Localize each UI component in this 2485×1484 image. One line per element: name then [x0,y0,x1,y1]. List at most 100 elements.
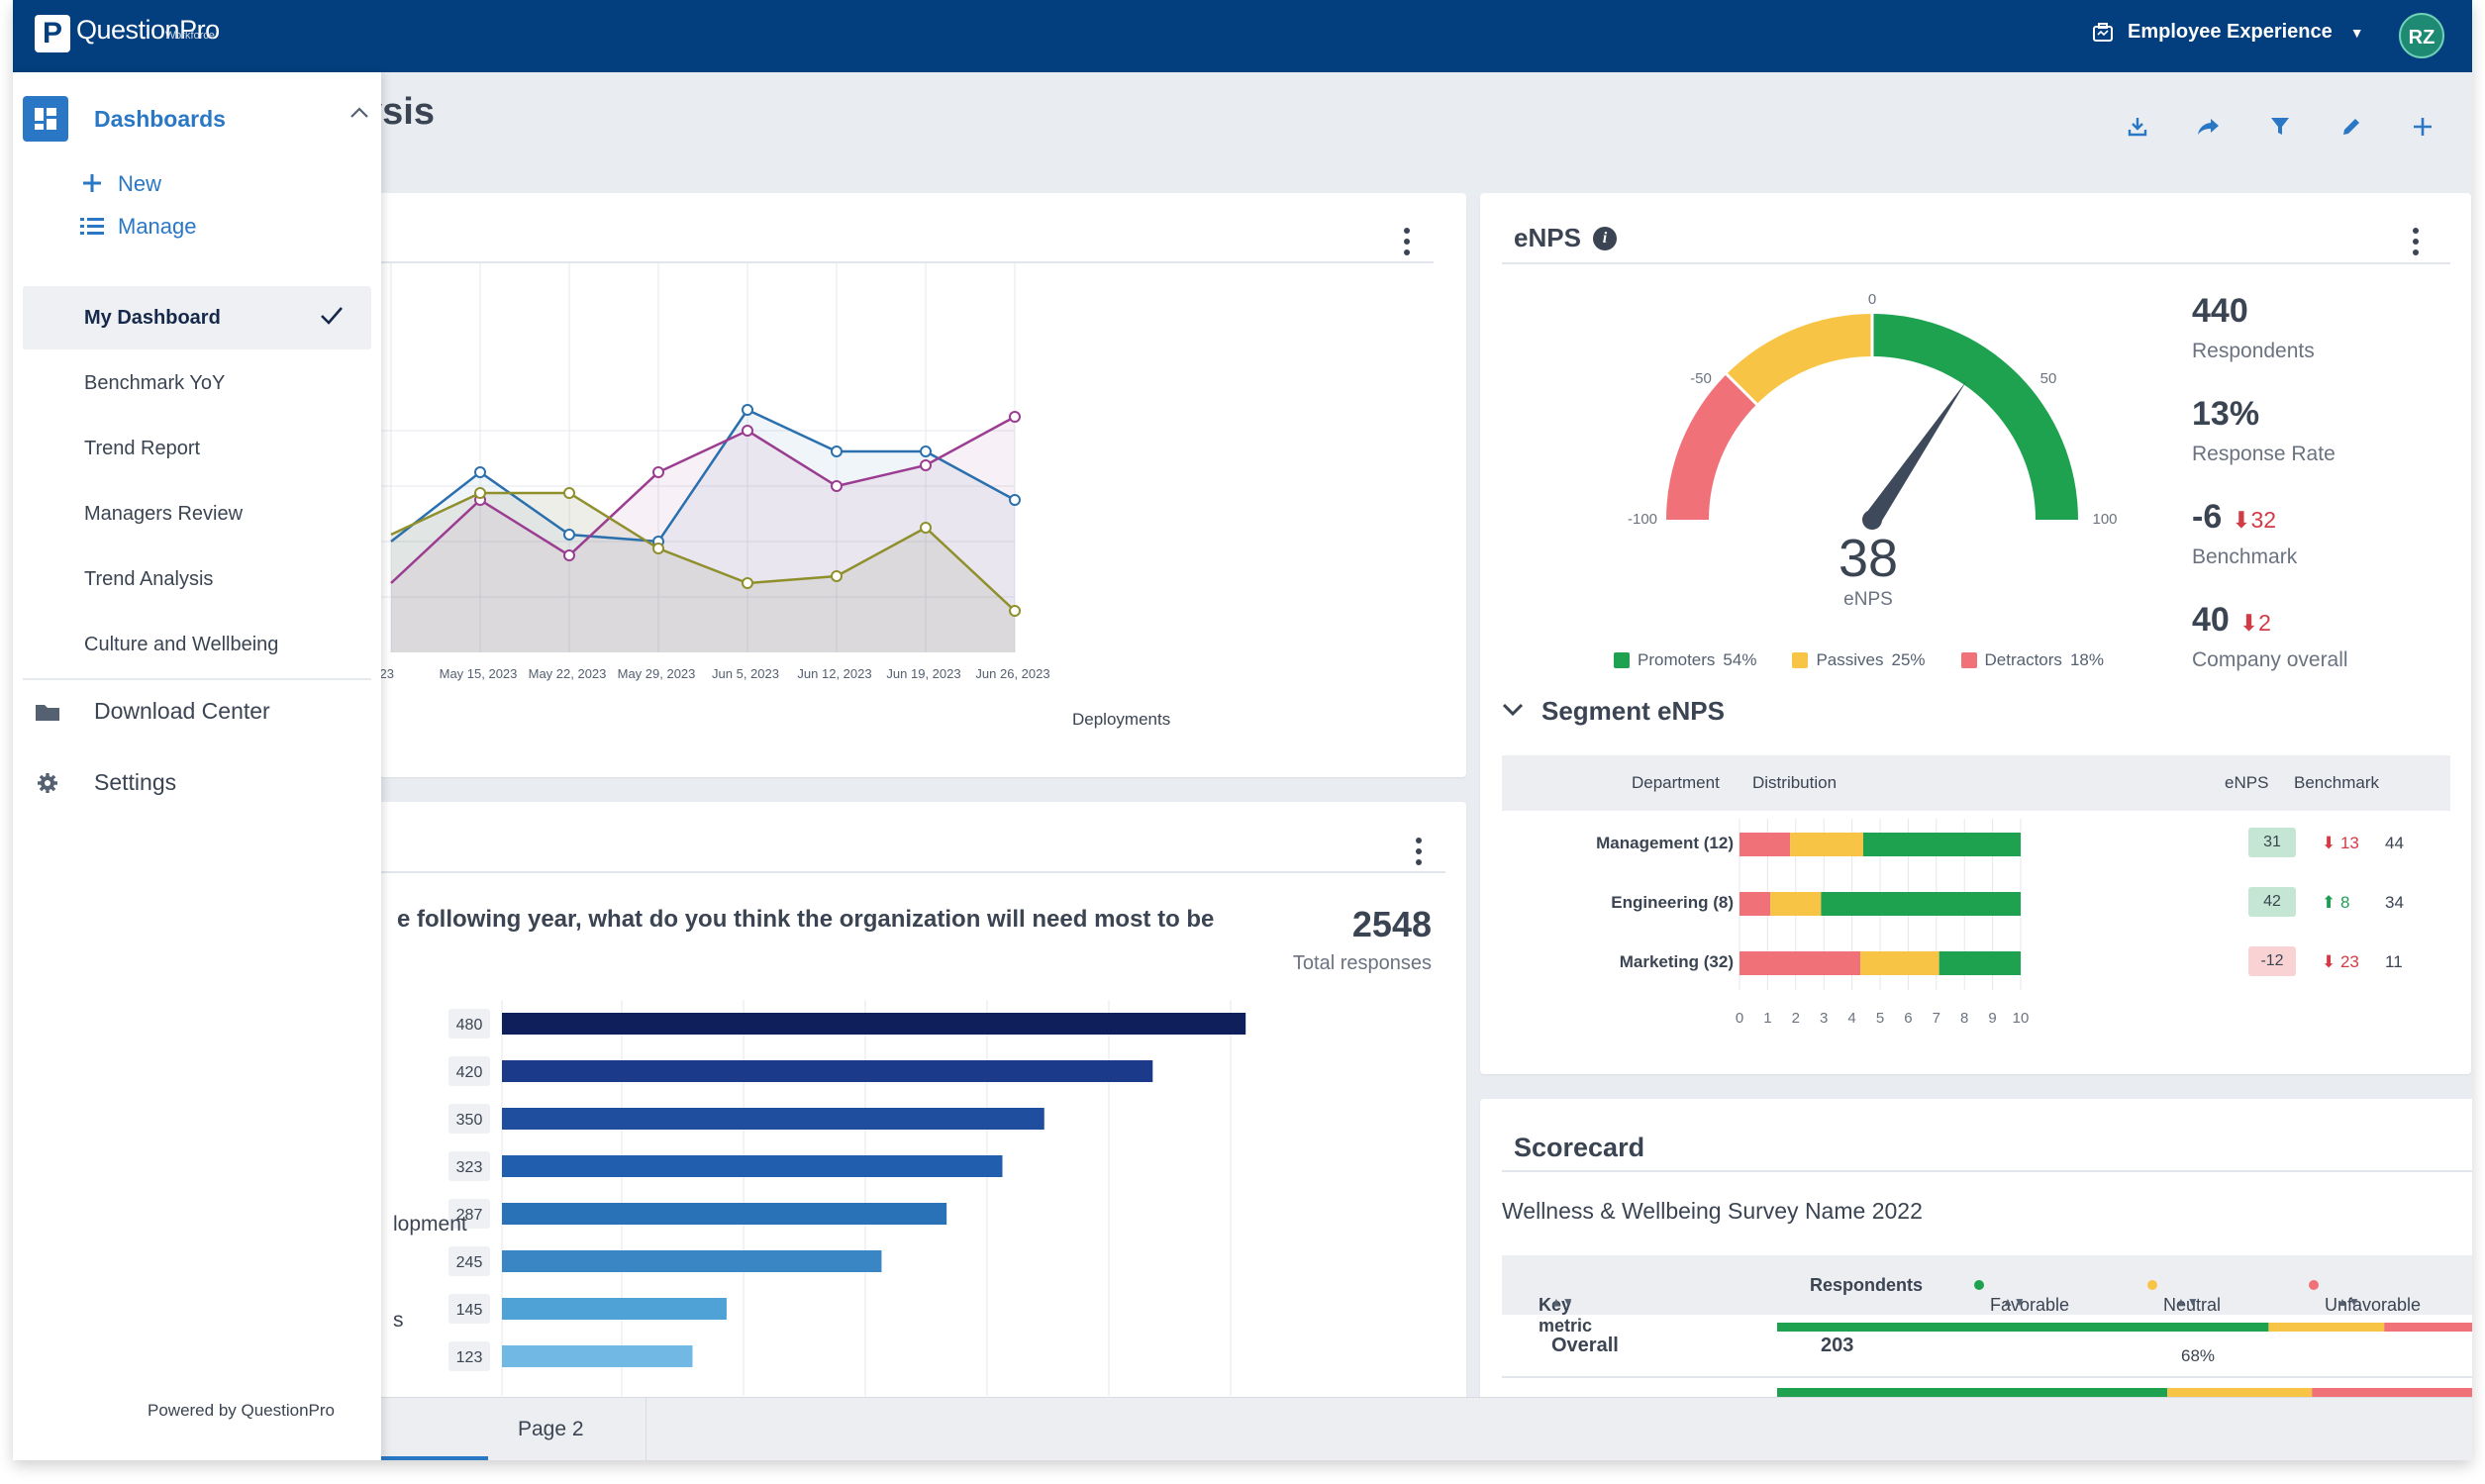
chevron-down-icon: ▼ [2349,24,2364,41]
sidebar-item-culture-wellbeing[interactable]: Culture and Wellbeing [23,613,371,676]
x-tick-label: 4 [1847,1010,1855,1027]
sidebar-item-label: Trend Analysis [84,568,214,590]
col-neutral[interactable]: Neutral ▲▼ [2147,1275,2221,1315]
sidebar-dashboards[interactable]: Dashboards [23,94,371,144]
company-overall-delta: ⬇2 [2238,610,2271,636]
folder-icon [35,702,60,722]
powered-by: Powered by QuestionPro [148,1401,335,1420]
stacked-bar-segment [1790,833,1863,856]
gauge-tick-label: -50 [1690,370,1712,387]
legend-label: Detractors [1984,650,2062,669]
bar [502,1060,1153,1082]
col-unfavorable[interactable]: Unfavorable ▲▼ [2309,1275,2421,1315]
sidebar-settings[interactable]: Settings [35,769,176,796]
download-button[interactable] [2102,107,2173,147]
chevron-up-icon[interactable] [349,106,369,120]
tab-label: Page 2 [518,1418,584,1440]
widget-menu-icon[interactable] [2411,228,2421,260]
brand-logo[interactable]: P QuestionPro [35,15,220,52]
sidebar-item-trend-analysis[interactable]: Trend Analysis [23,547,371,611]
row-divider [1502,1376,2472,1378]
col-favorable[interactable]: Favorable ▲▼ [1974,1275,2069,1315]
segment-row-label: Management (12) [1596,834,1734,852]
data-point [1009,605,1021,617]
col-department: Department [1632,773,1720,792]
gauge-needle-hub [1862,510,1882,530]
x-tick-label: 0 [1736,1010,1743,1027]
stacked-bar-segment [1740,833,1791,856]
dashboard-toolbar [2102,107,2458,147]
segment-enps-badge: -12 [2248,946,2296,976]
manage-dashboards-button[interactable]: Manage [80,214,197,240]
page-tab-bar: Page 2 [359,1397,2472,1460]
info-icon[interactable]: i [1592,226,1617,250]
sidebar-item-label: Trend Report [84,438,201,459]
add-widget-button[interactable] [2387,107,2458,147]
x-tick-label: Jun 12, 2023 [797,666,871,681]
question-widget: e following year, what do you think the … [359,802,1466,1460]
x-tick-label: 6 [1904,1010,1912,1027]
workspace-selector[interactable]: Employee Experience ▼ [2092,21,2364,44]
respondents-value: 440 [2192,292,2248,330]
legend-promoters: Promoters 54% [1614,650,1756,670]
benchmark-value: -6 ⬇32 [2192,498,2277,536]
edit-button[interactable] [2316,107,2387,147]
segment-delta-down: ⬇ 13 [2322,834,2359,852]
series-line [390,491,1016,612]
chevron-down-icon [1502,700,1524,723]
value-badge [448,1341,490,1371]
x-tick-label: 9 [1988,1010,1996,1027]
col-respondents[interactable]: Respondents [1810,1275,1924,1295]
benchmark-delta: ⬇32 [2232,507,2277,533]
legend-pct: 25% [1891,650,1926,669]
value-badge [448,1104,490,1134]
data-point [920,445,932,457]
unfavorable-bar [2384,1323,2472,1332]
tab-active-indicator [359,1456,488,1460]
x-tick-label: Jun 19, 2023 [886,666,960,681]
sidebar: Dashboards New Manage My Dashboard Bench… [13,72,381,1460]
enps-legend: Promoters 54% Passives 25% Detractors 18… [1614,650,2139,670]
sidebar-item-label: Managers Review [84,503,244,525]
x-tick-label: 2 [1792,1010,1800,1027]
sidebar-item-managers-review[interactable]: Managers Review [23,482,371,545]
sidebar-item-trend-report[interactable]: Trend Report [23,417,371,480]
bar [502,1345,693,1367]
bar-category-label: lopment [393,1213,467,1236]
segment-row-label: Engineering (8) [1611,893,1734,912]
stacked-bar-segment [1740,951,1861,975]
sidebar-item-my-dashboard[interactable]: My Dashboard [23,286,371,349]
scorecard-header: Key metric ▲▼ Respondents Favorable ▲▼ Neu… [1502,1255,2472,1336]
data-point [563,549,575,561]
widget-menu-icon[interactable] [1414,838,1424,870]
widget-menu-icon[interactable] [1402,228,1412,260]
gauge-tick-label: 100 [2092,511,2117,528]
stacked-bar-segment [1938,951,2021,975]
col-distribution: Distribution [1752,773,1838,792]
sidebar-download-center[interactable]: Download Center [35,698,270,725]
gear-icon [35,772,60,794]
sidebar-item-benchmark-yoy[interactable]: Benchmark YoY [23,351,371,415]
dashboard-icon [23,96,68,142]
segment-enps-toggle[interactable]: Segment eNPS [1502,696,1725,727]
filter-button[interactable] [2244,107,2316,147]
sort-icon: ▲▼ [1550,1295,1574,1309]
new-dashboard-button[interactable]: New [80,171,161,197]
gauge-segment [1726,314,1872,405]
data-point [831,445,843,457]
sidebar-item-label: My Dashboard [84,307,221,329]
share-button[interactable] [2173,107,2244,147]
user-avatar[interactable]: RZ [2399,13,2444,58]
gauge-tick-label: 0 [1868,291,1876,308]
total-responses-label: Total responses [1292,952,1432,974]
stacked-bar-segment [1860,951,1939,975]
bar-value-label: 287 [456,1207,483,1224]
tab-page-2[interactable]: Page 2 [359,1398,646,1460]
segment-benchmark: 11 [2385,952,2403,971]
legend-passives: Passives 25% [1792,650,1926,670]
data-point [920,522,932,534]
data-point [742,577,753,589]
bar-value-label: 350 [456,1112,483,1129]
filter-icon [2271,118,2289,135]
